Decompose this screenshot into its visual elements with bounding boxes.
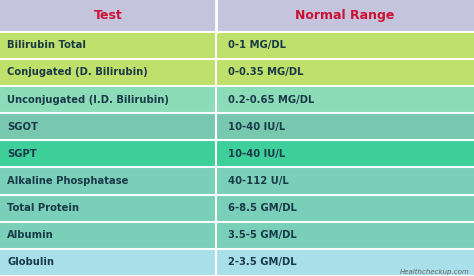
Bar xyxy=(0,59,474,86)
Text: Unconjugated (I.D. Bilirubin): Unconjugated (I.D. Bilirubin) xyxy=(7,95,169,105)
Text: Conjugated (D. Bilirubin): Conjugated (D. Bilirubin) xyxy=(7,67,148,78)
Text: 40-112 U/L: 40-112 U/L xyxy=(228,176,288,186)
Bar xyxy=(0,113,474,140)
Text: Albumin: Albumin xyxy=(7,230,54,240)
Bar xyxy=(0,249,474,276)
Text: 10-40 IU/L: 10-40 IU/L xyxy=(228,122,285,132)
Text: Healthcheckup.com: Healthcheckup.com xyxy=(400,269,469,275)
Text: 0-0.35 MG/DL: 0-0.35 MG/DL xyxy=(228,67,303,78)
Bar xyxy=(0,140,474,168)
Text: 10-40 IU/L: 10-40 IU/L xyxy=(228,149,285,159)
Text: Alkaline Phosphatase: Alkaline Phosphatase xyxy=(7,176,128,186)
Bar xyxy=(0,86,474,113)
Text: 6-8.5 GM/DL: 6-8.5 GM/DL xyxy=(228,203,296,213)
Text: 3.5-5 GM/DL: 3.5-5 GM/DL xyxy=(228,230,296,240)
Text: 0-1 MG/DL: 0-1 MG/DL xyxy=(228,40,285,50)
Text: Bilirubin Total: Bilirubin Total xyxy=(7,40,86,50)
Bar xyxy=(0,195,474,222)
Text: Total Protein: Total Protein xyxy=(7,203,79,213)
Text: Test: Test xyxy=(93,9,122,22)
Text: SGPT: SGPT xyxy=(7,149,37,159)
Bar xyxy=(0,32,474,59)
Text: 0.2-0.65 MG/DL: 0.2-0.65 MG/DL xyxy=(228,95,314,105)
Bar xyxy=(0,168,474,195)
Bar xyxy=(0,222,474,249)
Text: SGOT: SGOT xyxy=(7,122,38,132)
Text: Normal Range: Normal Range xyxy=(295,9,394,22)
Bar xyxy=(0,0,474,32)
Text: Globulin: Globulin xyxy=(7,258,54,267)
Text: 2-3.5 GM/DL: 2-3.5 GM/DL xyxy=(228,258,296,267)
